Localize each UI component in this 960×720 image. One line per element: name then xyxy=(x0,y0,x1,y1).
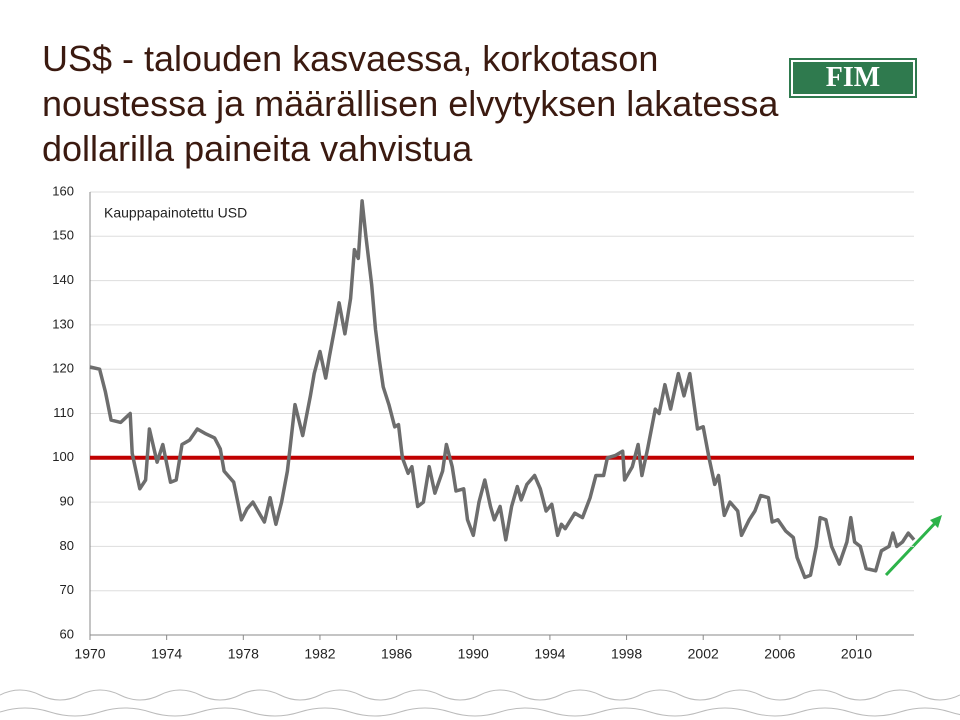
x-tick-label: 2010 xyxy=(841,646,872,662)
y-tick-label: 70 xyxy=(60,582,74,597)
y-tick-label: 160 xyxy=(52,183,74,198)
x-tick-label: 2002 xyxy=(688,646,719,662)
x-tick-label: 1986 xyxy=(381,646,412,662)
x-tick-label: 1978 xyxy=(228,646,259,662)
y-tick-label: 120 xyxy=(52,361,74,376)
annotation: Kauppapainotettu USD xyxy=(104,205,247,221)
chart-title: US$ - talouden kasvaessa, korkotason nou… xyxy=(42,38,779,169)
y-tick-label: 80 xyxy=(60,538,74,553)
x-tick-label: 1982 xyxy=(304,646,335,662)
y-tick-label: 90 xyxy=(60,494,74,509)
x-tick-label: 2006 xyxy=(764,646,795,662)
x-tick-label: 1970 xyxy=(74,646,105,662)
data-line xyxy=(89,199,916,580)
y-tick-label: 100 xyxy=(52,449,74,464)
arrow-head xyxy=(930,515,942,528)
y-tick-label: 130 xyxy=(52,316,74,331)
x-tick-label: 1990 xyxy=(458,646,489,662)
trend-arrow xyxy=(884,518,940,577)
y-tick-label: 110 xyxy=(53,405,74,420)
logo: FIM xyxy=(789,58,917,98)
y-tick-label: 140 xyxy=(52,272,74,287)
y-tick-label: 60 xyxy=(60,626,74,641)
x-tick-label: 1974 xyxy=(151,646,182,662)
x-tick-label: 1998 xyxy=(611,646,642,662)
y-tick-label: 150 xyxy=(52,228,74,243)
signature-strip xyxy=(0,689,960,717)
x-tick-label: 1994 xyxy=(534,646,565,662)
